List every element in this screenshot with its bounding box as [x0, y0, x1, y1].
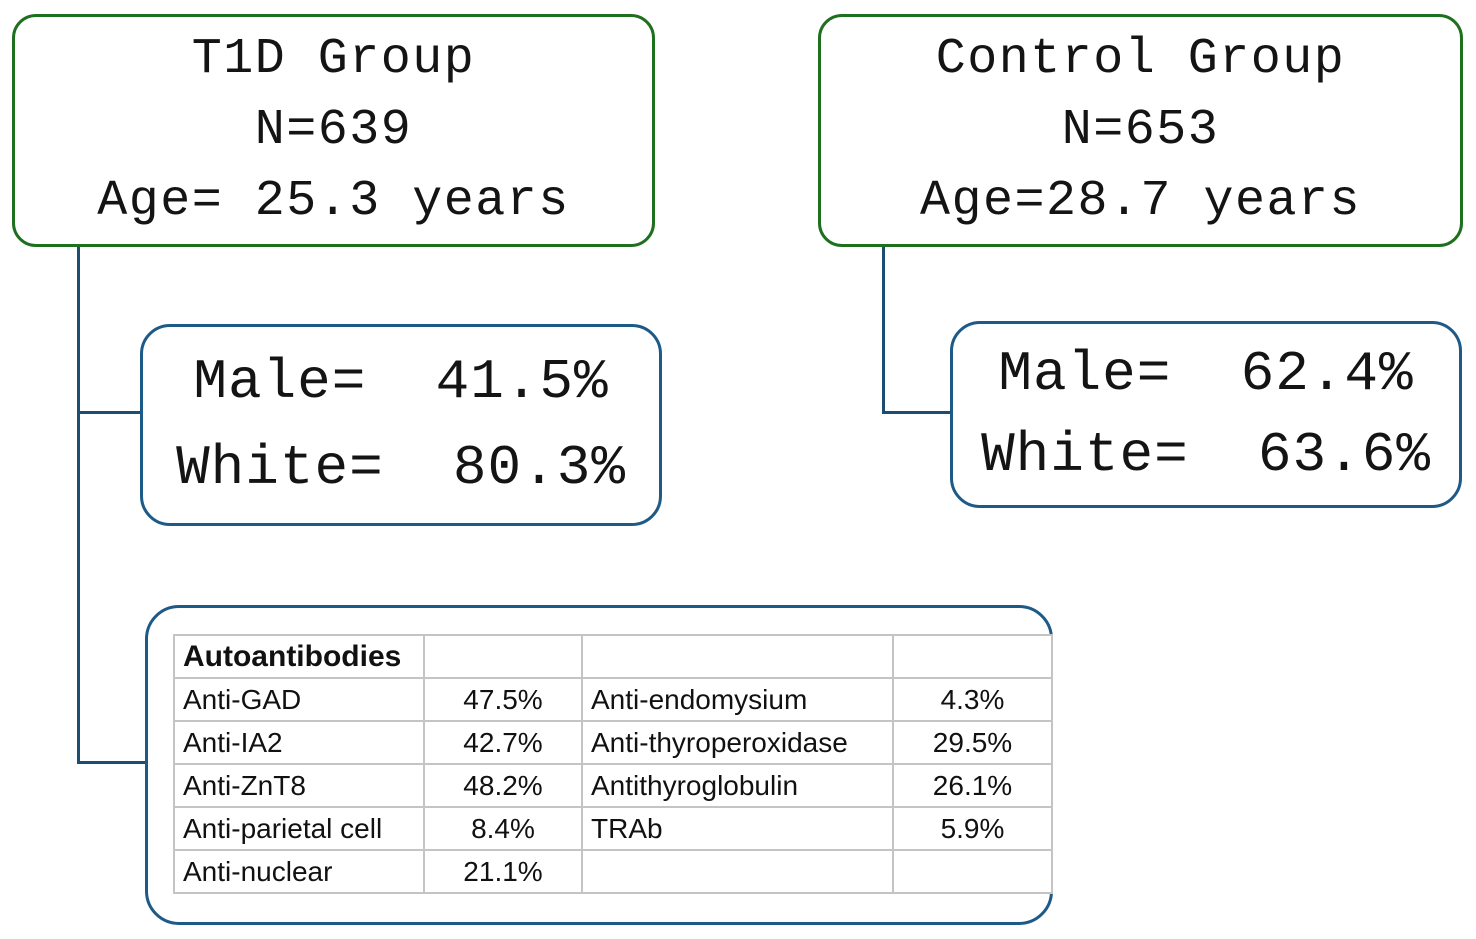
antibody-label-cell: Anti-parietal cell — [173, 806, 425, 851]
control-group-box: Control Group N=653 Age=28.7 years — [818, 14, 1463, 247]
t1d-demographics-box: Male= 41.5% White= 80.3% — [140, 324, 662, 526]
antibody-label-cell: Anti-thyroperoxidase — [581, 720, 894, 765]
antibody-value-cell: 8.4% — [423, 806, 583, 851]
antibody-label-cell — [581, 849, 894, 894]
control-group-age: Age=28.7 years — [919, 173, 1362, 230]
table-row: Anti-ZnT8 48.2% Antithyroglobulin 26.1% — [173, 763, 1053, 808]
table-header-row: Autoantibodies — [173, 634, 1053, 679]
control-male-percentage: Male= 62.4% — [998, 341, 1414, 406]
autoantibodies-header-cell: Autoantibodies — [173, 634, 425, 679]
autoantibodies-table: Autoantibodies Anti-GAD 47.5% Anti-endom… — [173, 634, 1053, 894]
antibody-value-cell: 48.2% — [423, 763, 583, 808]
t1d-group-n: N=639 — [254, 102, 413, 159]
t1d-group-title: T1D Group — [191, 31, 476, 88]
empty-header-cell — [423, 634, 583, 679]
antibody-value-cell: 42.7% — [423, 720, 583, 765]
table-row: Anti-GAD 47.5% Anti-endomysium 4.3% — [173, 677, 1053, 722]
antibody-value-cell: 4.3% — [892, 677, 1053, 722]
antibody-value-cell — [892, 849, 1053, 894]
t1d-connector-to-table — [77, 761, 148, 764]
control-white-percentage: White= 63.6% — [981, 423, 1431, 488]
antibody-value-cell: 47.5% — [423, 677, 583, 722]
t1d-connector-vertical — [77, 245, 80, 764]
t1d-group-box: T1D Group N=639 Age= 25.3 years — [12, 14, 655, 247]
antibody-label-cell: TRAb — [581, 806, 894, 851]
antibody-value-cell: 5.9% — [892, 806, 1053, 851]
antibody-value-cell: 26.1% — [892, 763, 1053, 808]
t1d-male-percentage: Male= 41.5% — [193, 349, 609, 414]
antibody-label-cell: Anti-nuclear — [173, 849, 425, 894]
antibody-value-cell: 29.5% — [892, 720, 1053, 765]
control-connector-to-demographics — [882, 411, 953, 414]
antibody-value-cell: 21.1% — [423, 849, 583, 894]
control-group-n: N=653 — [1061, 102, 1220, 159]
empty-header-cell — [892, 634, 1053, 679]
antibody-label-cell: Anti-GAD — [173, 677, 425, 722]
antibody-label-cell: Anti-ZnT8 — [173, 763, 425, 808]
t1d-connector-to-demographics — [77, 411, 143, 414]
antibody-label-cell: Antithyroglobulin — [581, 763, 894, 808]
autoantibodies-box: Autoantibodies Anti-GAD 47.5% Anti-endom… — [145, 605, 1053, 925]
antibody-label-cell: Anti-endomysium — [581, 677, 894, 722]
table-row: Anti-nuclear 21.1% — [173, 849, 1053, 894]
antibody-label-cell: Anti-IA2 — [173, 720, 425, 765]
t1d-white-percentage: White= 80.3% — [176, 436, 626, 501]
control-group-title: Control Group — [935, 31, 1346, 88]
table-row: Anti-parietal cell 8.4% TRAb 5.9% — [173, 806, 1053, 851]
empty-header-cell — [581, 634, 894, 679]
table-row: Anti-IA2 42.7% Anti-thyroperoxidase 29.5… — [173, 720, 1053, 765]
control-demographics-box: Male= 62.4% White= 63.6% — [950, 321, 1462, 508]
control-connector-vertical — [882, 243, 885, 414]
t1d-group-age: Age= 25.3 years — [97, 173, 570, 230]
